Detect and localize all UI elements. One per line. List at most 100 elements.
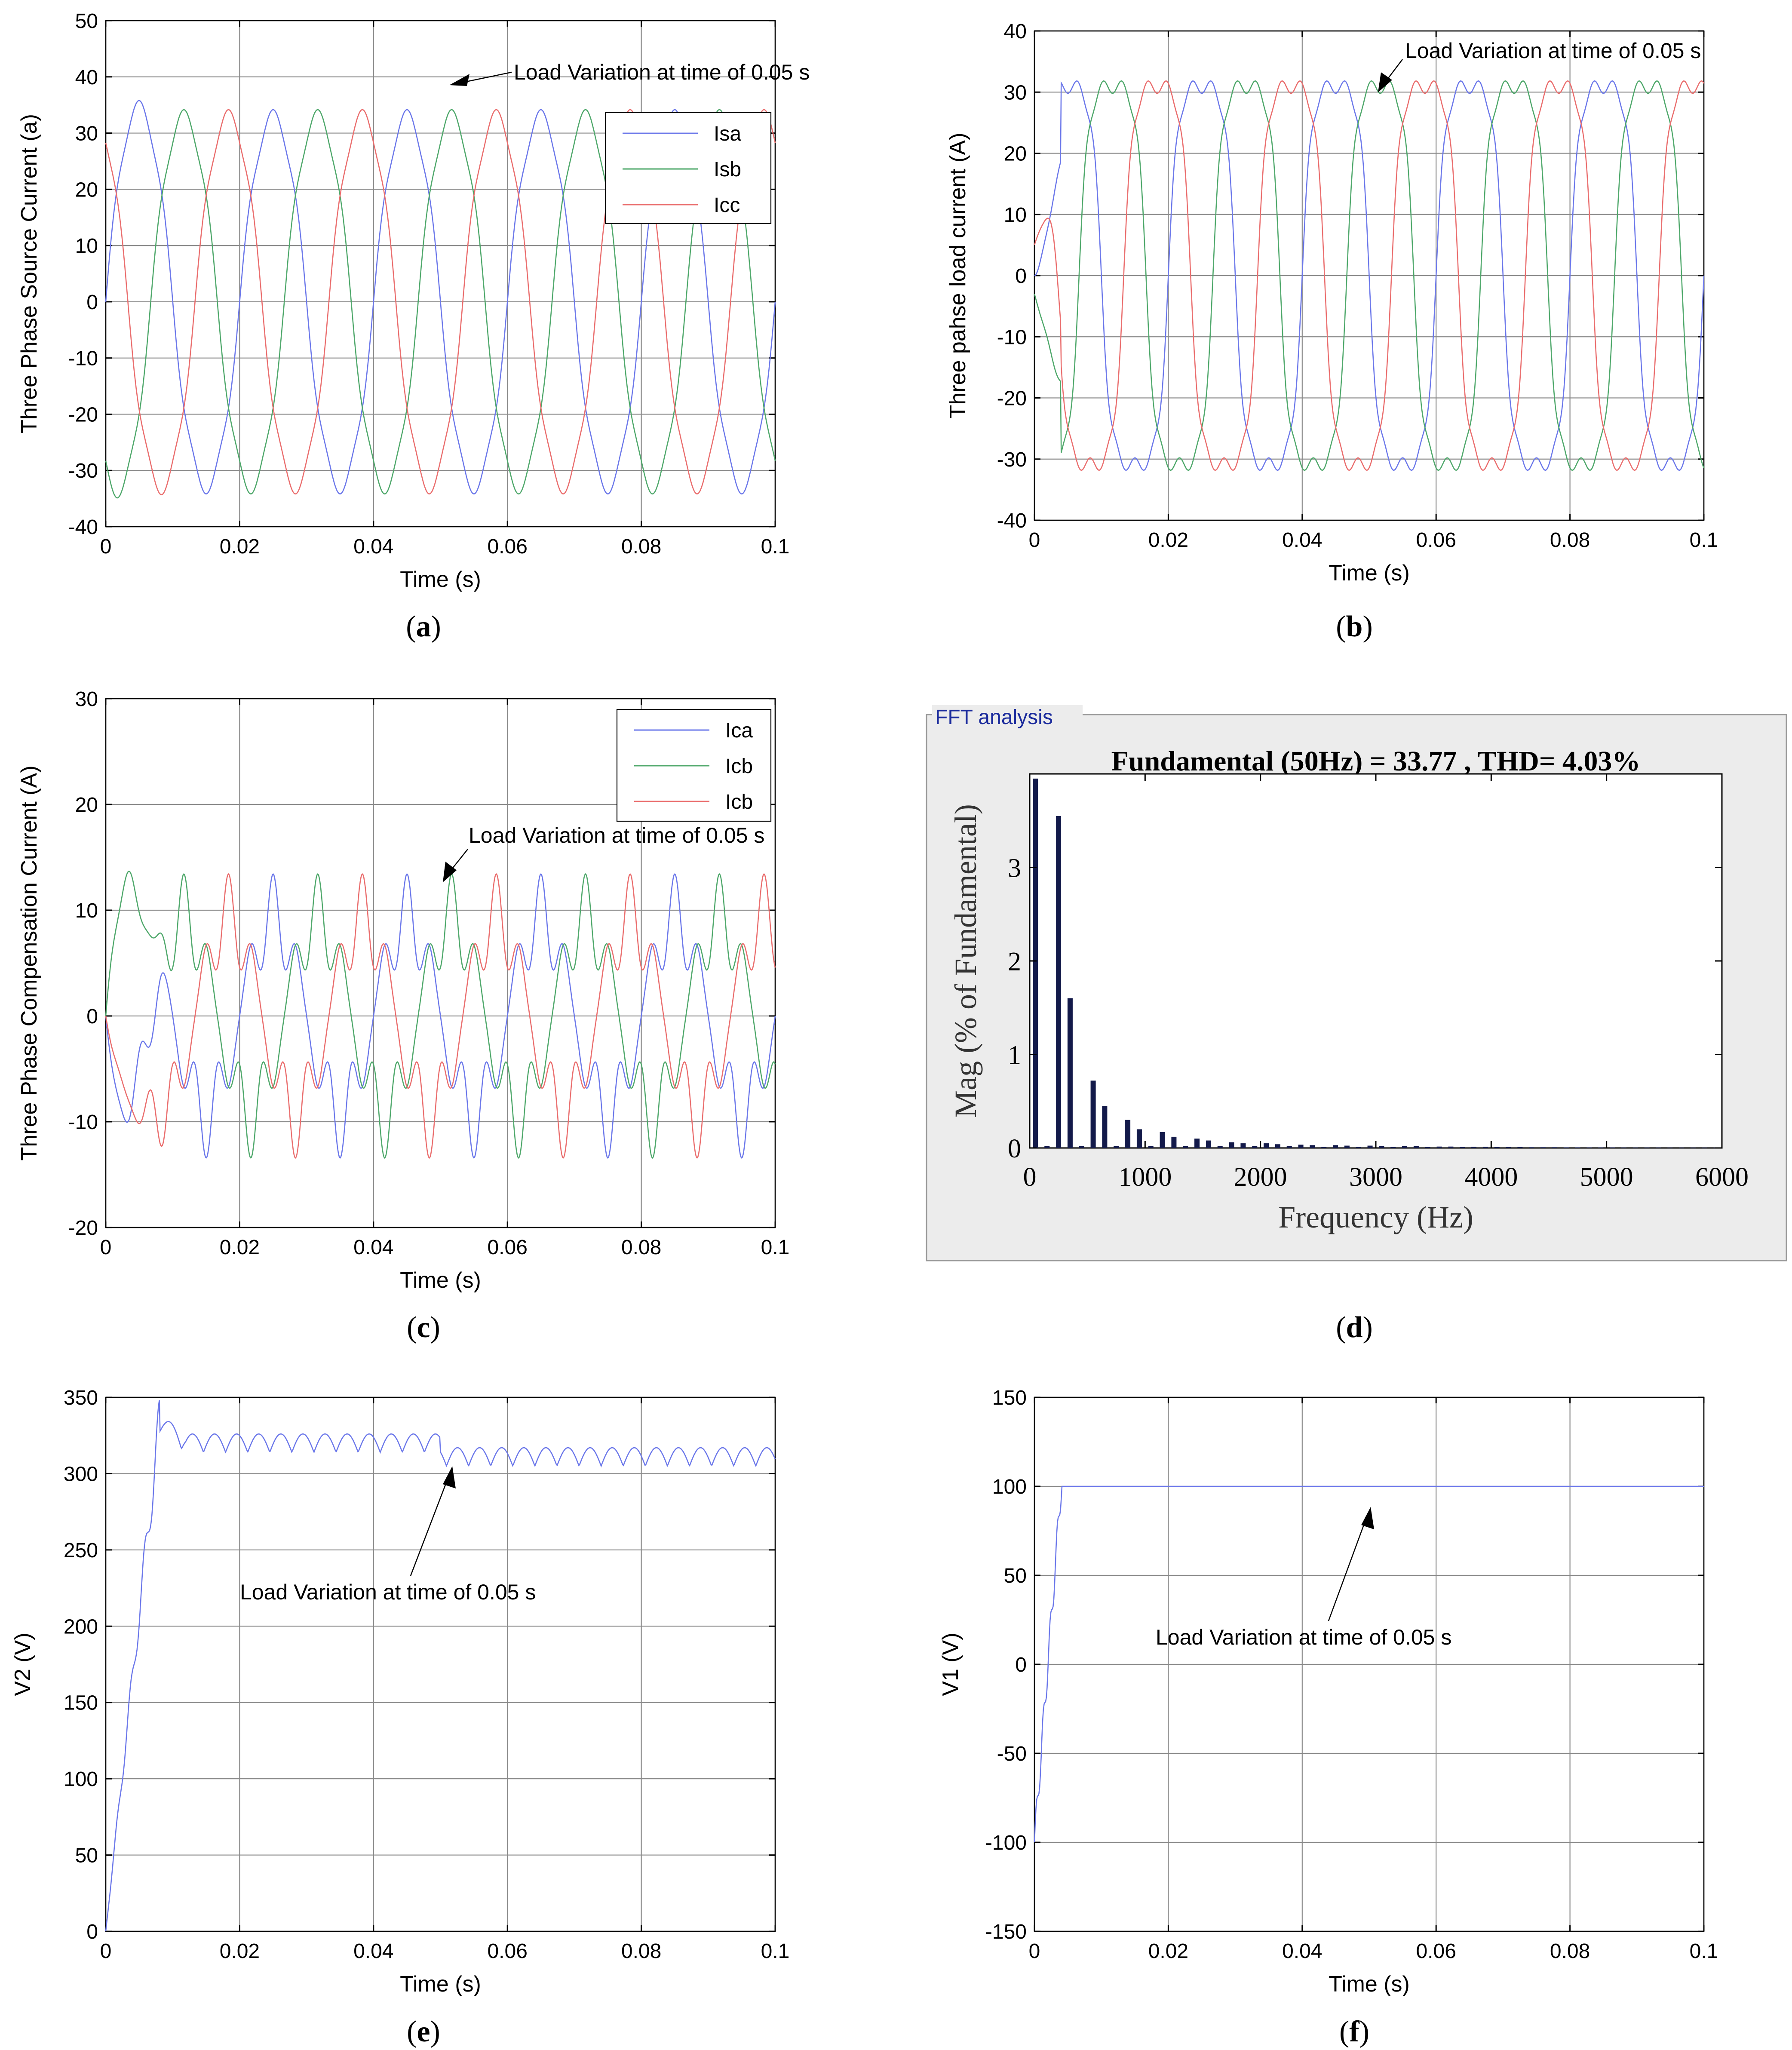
y-tick-label: -10	[68, 1111, 98, 1134]
y-tick-label: 100	[992, 1476, 1027, 1498]
legend-entry: Icc	[714, 194, 740, 217]
series-line-ilb	[1034, 80, 1705, 471]
x-tick-label: 0.1	[761, 1940, 790, 1963]
legend-entry: Isb	[714, 158, 741, 181]
bar	[1471, 1147, 1477, 1148]
x-tick-label: 0.1	[1690, 1940, 1718, 1963]
series-line-ica	[105, 873, 776, 1159]
y-tick-label: -30	[68, 460, 98, 482]
bar	[1252, 1146, 1258, 1148]
bar	[1240, 1143, 1246, 1148]
series-line-v1	[1034, 1485, 1704, 1843]
figure-panels: 0 0.02 0.04 0.06 0.08 0.150403020100-10-20-30…	[10, 10, 1787, 2048]
bar	[1298, 1145, 1304, 1148]
caption-letter: b	[1346, 610, 1363, 643]
x-tick-label: 0	[100, 1940, 112, 1963]
panel-caption: (e)	[407, 2015, 440, 2048]
panel-e: 0 0.02 0.04 0.06 0.08 0.1 350 300 250 200 150 100 50…	[10, 1387, 789, 2048]
bar	[1148, 1146, 1154, 1148]
bar	[1264, 1143, 1269, 1148]
x-axis-label: Time (s)	[400, 567, 481, 592]
legend-box	[604, 112, 772, 224]
annotation: Load Variation at time of 0.05 s	[1156, 1507, 1451, 1649]
panel-d: FFT analysis Fundamental (50Hz) = 33.77 ,…	[926, 705, 1787, 1344]
y-tick-label: -40	[68, 516, 98, 539]
bar	[1448, 1146, 1454, 1148]
x-tick-label: 0.04	[353, 535, 393, 558]
x-tick-label: 4000	[1464, 1163, 1518, 1192]
y-tick-label: 0	[86, 1005, 98, 1028]
series-line-v2	[105, 1400, 776, 1932]
bar	[1529, 1147, 1534, 1148]
series-group	[105, 871, 776, 1159]
bar	[1390, 1147, 1396, 1148]
panel-caption: (d)	[1336, 1311, 1373, 1344]
y-tick-label: 50	[75, 10, 98, 33]
y-axis-label: Three pahse load current (A)	[945, 133, 970, 419]
panel-c: 0 0.02 0.04 0.06 0.08 0.1 30 20 10 0 -10 -20 Time (s…	[17, 688, 789, 1344]
x-tick-label: 0	[1023, 1163, 1037, 1192]
bar	[1067, 998, 1073, 1148]
legend: Isa Isb Icc	[604, 112, 772, 224]
series-line-ila	[1034, 80, 1705, 471]
bar	[1194, 1139, 1200, 1148]
bar	[1344, 1145, 1350, 1148]
bar	[1402, 1146, 1408, 1148]
y-tick-label: 30	[1004, 81, 1027, 104]
y-axis-label: Three Phase Compensation Current (A)	[17, 765, 42, 1160]
caption-letter: a	[416, 610, 431, 643]
y-tick-label: 0	[1015, 1654, 1027, 1676]
bar	[1125, 1120, 1131, 1148]
x-tick-label: 0.02	[1148, 529, 1188, 552]
bar	[1552, 1147, 1557, 1148]
series-line-icb	[105, 871, 776, 1159]
annotation-arrow	[410, 1474, 450, 1576]
x-tick-label: 0.08	[621, 1940, 661, 1963]
y-tick-label: 200	[64, 1615, 98, 1638]
bar	[1160, 1132, 1165, 1148]
caption-open: (	[1336, 610, 1346, 643]
bar	[1436, 1146, 1442, 1148]
bars	[1033, 778, 1719, 1148]
bar	[1413, 1146, 1419, 1148]
bar	[1056, 816, 1062, 1148]
fft-panel-title: FFT analysis	[935, 706, 1053, 729]
y-tick-label: 30	[75, 123, 98, 145]
y-tick-label: 1	[1008, 1041, 1021, 1070]
series-line-ilc	[1034, 80, 1705, 471]
bar	[1425, 1147, 1430, 1148]
panel-caption: (a)	[406, 610, 441, 643]
panel-a: 0 0.02 0.04 0.06 0.08 0.1 50 40 30 20 10 0 -10 -20 -30…	[17, 10, 810, 643]
y-tick-label: 350	[64, 1387, 98, 1409]
annotation-text: Load Variation at time of 0.05 s	[1156, 1625, 1451, 1649]
y-tick-label: -50	[997, 1743, 1027, 1765]
caption-letter: f	[1349, 2015, 1359, 2048]
caption-close: )	[1362, 610, 1372, 643]
bar	[1310, 1145, 1315, 1148]
y-axis-label: Three Phase Source Current (a)	[17, 114, 42, 433]
y-tick-label: 40	[1004, 20, 1027, 43]
x-tick-label: 0.04	[353, 1236, 393, 1259]
legend-entry: Icb	[725, 755, 753, 778]
x-tick-label: 0.06	[487, 1940, 527, 1963]
bar	[1090, 1080, 1096, 1148]
caption-open: (	[407, 1311, 417, 1344]
bar	[1563, 1147, 1569, 1148]
axes-box	[105, 20, 776, 528]
y-tick-label: 50	[75, 1844, 98, 1867]
y-tick-label: 0	[86, 291, 98, 314]
bar	[1367, 1145, 1373, 1148]
panel-caption: (b)	[1336, 610, 1373, 643]
bar	[1136, 1129, 1142, 1148]
y-axis-label: V1 (V)	[938, 1633, 963, 1696]
bar	[1286, 1146, 1292, 1148]
bar	[1575, 1147, 1580, 1148]
annotation: Load Variation at time of 0.05 s	[449, 60, 810, 86]
panel-f: 0 0.02 0.04 0.06 0.08 0.1 150 100 50 0 -50 -100 -150…	[938, 1387, 1718, 2048]
x-axis-label: Frequency (Hz)	[1278, 1200, 1473, 1234]
x-axis-label: Time (s)	[1329, 561, 1410, 586]
bar	[1356, 1147, 1361, 1148]
series-group	[105, 1400, 776, 1932]
caption-close: )	[1359, 2015, 1369, 2048]
series-line-icc	[105, 109, 776, 495]
